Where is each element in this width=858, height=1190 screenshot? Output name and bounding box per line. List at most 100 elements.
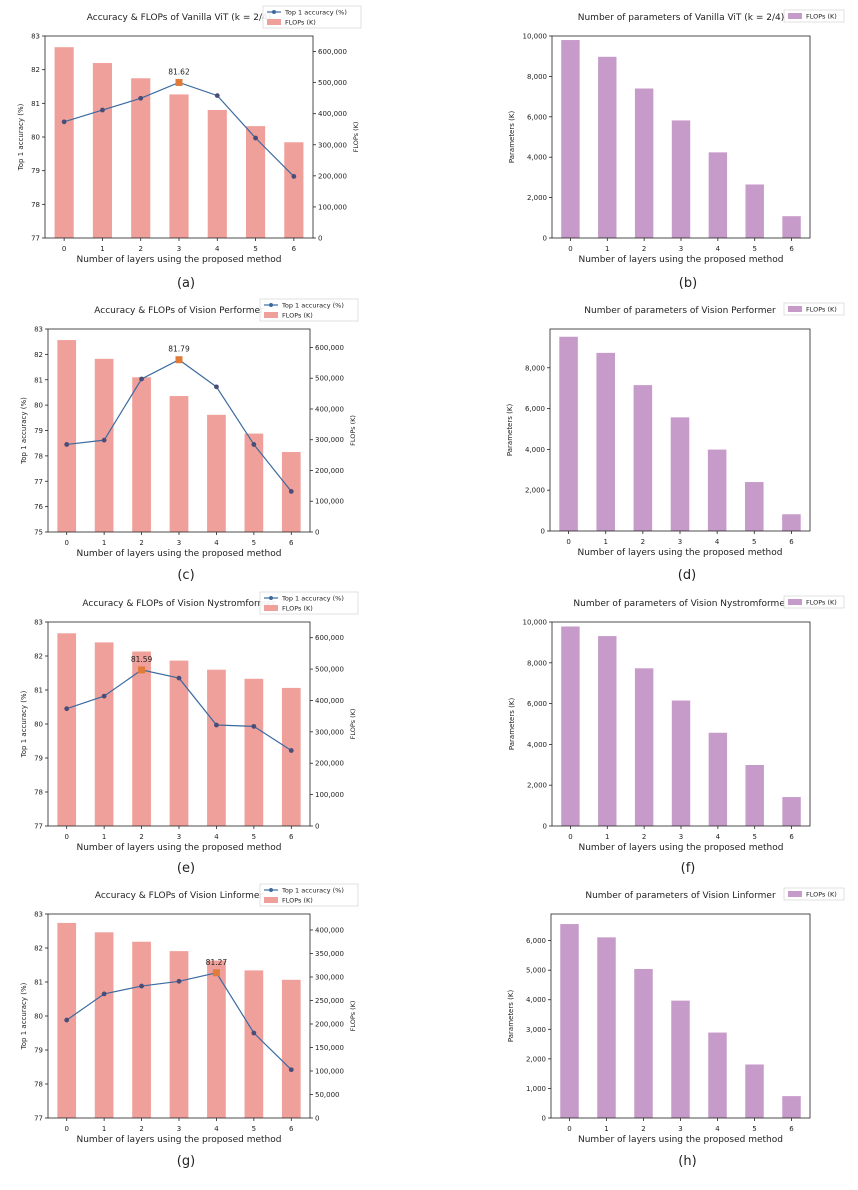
y2-tick-label: 300,000	[315, 436, 344, 444]
chart-e: 0 1 2 3 4 5 6 Number of layers using the propos…	[20, 591, 359, 876]
x-tick-label: 4	[214, 1125, 219, 1133]
legend-label: Top 1 accuracy (%)	[281, 887, 344, 895]
y-tick-label: 77	[31, 235, 40, 243]
y2-tick-label: 350,000	[315, 950, 344, 958]
accuracy-point	[214, 722, 219, 728]
y-tick-label: 6,000	[526, 937, 546, 945]
best-accuracy-marker	[175, 78, 183, 86]
y2-tick-label: 300,000	[315, 973, 344, 981]
figure-caption: (f)	[681, 861, 696, 876]
y2-tick-label: 250,000	[315, 997, 344, 1005]
bar	[633, 385, 653, 531]
legend-bar-swatch	[264, 605, 278, 611]
x-axis-label: Number of layers using the proposed meth…	[579, 843, 784, 853]
x-tick-label: 6	[289, 1125, 294, 1133]
y-tick-label: 80	[34, 1013, 43, 1021]
legend-label: FLOPs (K)	[806, 13, 837, 21]
x-tick-label: 3	[679, 833, 683, 841]
y2-tick-label: 500,000	[315, 375, 344, 383]
accuracy-point	[214, 93, 220, 98]
y-tick-label: 82	[34, 945, 43, 953]
y-tick-label: 6,000	[527, 700, 547, 708]
bar	[169, 396, 189, 532]
accuracy-point	[251, 723, 257, 729]
accuracy-point	[253, 135, 258, 141]
x-tick-label: 3	[177, 1125, 181, 1133]
bar	[169, 951, 189, 1118]
y-tick-label: 83	[34, 619, 43, 627]
figure-caption: (c)	[177, 568, 194, 583]
x-tick-label: 0	[64, 1125, 68, 1133]
bar	[54, 47, 74, 239]
x-tick-label: 1	[102, 1125, 106, 1133]
x-tick-label: 3	[177, 833, 181, 841]
x-tick-label: 2	[641, 1125, 645, 1133]
y-tick-label: 80	[34, 721, 43, 729]
y-tick-label: 81	[34, 376, 43, 384]
accuracy-point	[139, 376, 144, 382]
y-tick-label: 8,000	[527, 73, 547, 81]
bar	[708, 1032, 727, 1118]
y2-tick-label: 400,000	[315, 697, 344, 705]
bar	[782, 797, 801, 826]
chart-c: 0 1 2 3 4 5 6 Number of layers using the propos…	[20, 298, 359, 583]
x-tick-label: 0	[62, 245, 66, 253]
figure-caption: (e)	[177, 861, 195, 876]
y-tick-label: 5,000	[526, 967, 546, 975]
y-tick-label: 2,000	[527, 194, 547, 202]
x-tick-label: 2	[138, 245, 142, 253]
y-tick-label: 0	[541, 528, 545, 536]
chart-b: 0 1 2 3 4 5 6 Number of layers using the propos…	[508, 9, 845, 291]
chart-title: Accuracy & FLOPs of Vision Linformer	[95, 891, 264, 901]
bar	[207, 960, 226, 1118]
y2-tick-label: 0	[315, 1115, 319, 1123]
chart-g: 0 1 2 3 4 5 6 Number of layers using the propos…	[20, 883, 359, 1169]
accuracy-point	[291, 173, 297, 179]
y-tick-label: 82	[34, 653, 43, 661]
best-accuracy-label: 81.62	[168, 67, 190, 76]
y-tick-label: 0	[543, 823, 547, 831]
x-tick-label: 0	[568, 833, 572, 841]
y-tick-label: 4,000	[527, 154, 547, 162]
y2-axis-label: FLOPs (K)	[352, 122, 360, 153]
accuracy-point	[251, 1030, 257, 1036]
x-tick-label: 4	[715, 1125, 720, 1133]
bar	[281, 687, 301, 826]
bar	[94, 932, 114, 1118]
y-tick-label: 80	[34, 402, 43, 410]
figure-caption: (b)	[679, 276, 697, 291]
y-tick-label: 10,000	[523, 619, 548, 627]
y2-tick-label: 600,000	[315, 634, 344, 642]
bar	[169, 94, 189, 238]
y-axis-label: Parameters (K)	[508, 698, 516, 751]
y-axis-label: Top 1 accuracy (%)	[20, 982, 28, 1050]
legend-label: FLOPs (K)	[282, 312, 313, 320]
figure-caption: (h)	[678, 1154, 696, 1169]
y-tick-label: 76	[34, 503, 43, 511]
bar	[596, 352, 615, 531]
bar	[745, 1064, 764, 1118]
x-tick-label: 5	[253, 245, 257, 253]
y-tick-label: 78	[34, 789, 43, 797]
best-accuracy-marker	[212, 969, 220, 977]
y-tick-label: 6,000	[527, 113, 547, 121]
bar	[671, 1000, 690, 1118]
x-tick-label: 6	[289, 539, 294, 547]
y-tick-label: 83	[34, 326, 43, 334]
x-tick-label: 1	[605, 245, 609, 253]
y-tick-label: 79	[34, 1047, 43, 1055]
bar	[561, 626, 580, 826]
x-tick-label: 4	[716, 833, 721, 841]
accuracy-point	[176, 675, 182, 681]
best-accuracy-label: 81.59	[131, 655, 153, 664]
legend-label: FLOPs (K)	[806, 891, 837, 899]
y-tick-label: 81	[34, 687, 43, 695]
x-tick-label: 3	[678, 1125, 682, 1133]
x-tick-label: 4	[214, 539, 219, 547]
x-tick-label: 4	[215, 245, 220, 253]
legend-label: Top 1 accuracy (%)	[281, 595, 344, 603]
y-axis-label: Top 1 accuracy (%)	[20, 690, 28, 758]
y-tick-label: 81	[34, 979, 43, 987]
best-accuracy-label: 81.79	[168, 345, 190, 354]
